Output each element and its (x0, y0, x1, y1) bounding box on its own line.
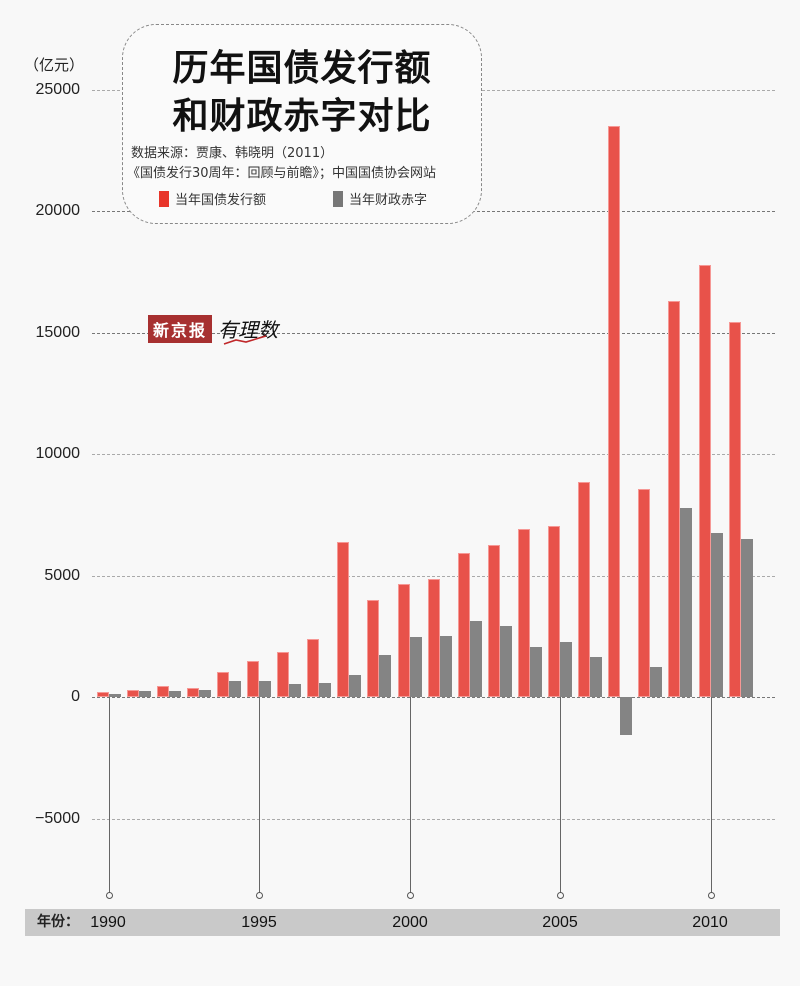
deficit-bar-1991 (138, 691, 151, 698)
deficit-bar-2011 (740, 539, 753, 698)
x-tick-stem-2010 (710, 697, 712, 893)
x-tick-2000: 2000 (392, 914, 428, 931)
issuance-bar-2002 (457, 553, 470, 698)
y-axis-unit-label: （亿元） (24, 56, 85, 74)
legend-label-deficit: 当年财政赤字 (349, 193, 428, 208)
gridline-10000 (92, 454, 775, 456)
x-tick-dot-2005 (557, 892, 564, 899)
chart-title-line-1: 历年国债发行额 (172, 48, 432, 89)
deficit-bar-1994 (228, 680, 241, 698)
y-tick-label: 0 (71, 688, 80, 706)
issuance-bar-2005 (548, 526, 560, 698)
x-tick-dot-2000 (406, 892, 414, 899)
x-tick-stem-2000 (409, 697, 411, 893)
brand-logo: 新京报 有理数 (148, 314, 279, 345)
deficit-bar-2001 (439, 636, 452, 698)
y-tick-label: −5000 (35, 809, 80, 827)
deficit-bar-2008 (650, 666, 663, 698)
deficit-bar-1996 (289, 684, 302, 698)
issuance-bar-2000 (397, 584, 410, 698)
x-tick-2005: 2005 (542, 914, 578, 931)
issuance-bar-1999 (367, 600, 380, 698)
issuance-bar-1998 (337, 542, 350, 698)
x-tick-dot-1990 (105, 892, 113, 899)
deficit-bar-1990 (108, 693, 121, 698)
y-tick-label: 15000 (35, 323, 81, 341)
x-tick-2010: 2010 (692, 914, 728, 931)
gridline-15000 (92, 332, 775, 334)
y-tick-label: 5000 (44, 566, 80, 584)
gridline-0 (92, 697, 775, 699)
issuance-bar-1992 (156, 686, 169, 698)
chart-title-line-2: 和财政赤字对比 (172, 96, 432, 137)
issuance-bar-2001 (427, 578, 440, 698)
y-tick-label: 10000 (35, 445, 81, 463)
deficit-bar-2010 (710, 532, 723, 698)
issuance-bar-2011 (728, 321, 741, 698)
issuance-bar-2003 (487, 544, 500, 698)
deficit-bar-1997 (319, 683, 332, 698)
legend-item-issuance: 当年国债发行额 (159, 189, 266, 208)
x-axis-year-bar: 年份： 1990 1995 2000 2005 2010 (25, 909, 780, 936)
newspaper-logo: 新京报 (148, 314, 213, 343)
deficit-bar-2005 (560, 641, 572, 698)
deficit-bar-1998 (349, 674, 362, 698)
deficit-bar-2006 (590, 656, 603, 698)
x-tick-stem-1990 (108, 697, 110, 893)
issuance-bar-1997 (307, 638, 320, 698)
issuance-bar-2009 (668, 301, 681, 698)
issuance-bar-1996 (277, 652, 290, 698)
issuance-bar-2010 (698, 264, 711, 698)
column-logo-text: 有理数 (218, 318, 279, 342)
x-tick-1995: 1995 (241, 914, 277, 931)
issuance-bar-2004 (517, 529, 530, 698)
x-tick-1990: 1990 (90, 914, 126, 931)
deficit-bar-2000 (409, 636, 422, 698)
deficit-bar-1995 (259, 681, 271, 698)
source-line-1: 数据来源：贾康、韩晓明（2011） (131, 146, 334, 161)
gridline-5000 (92, 575, 775, 577)
title-box: 历年国债发行额 和财政赤字对比 数据来源：贾康、韩晓明（2011） 《国债发行3… (122, 24, 482, 224)
x-tick-stem-1995 (259, 697, 260, 893)
x-axis-label: 年份： (37, 914, 79, 930)
y-tick-label: 20000 (35, 202, 81, 220)
issuance-bar-1994 (216, 672, 229, 698)
issuance-bar-1991 (126, 690, 139, 698)
x-tick-dot-2010 (707, 892, 715, 899)
legend-label-issuance: 当年国债发行额 (175, 193, 267, 208)
deficit-bar-1999 (379, 655, 392, 698)
column-logo: 有理数 (218, 314, 279, 345)
deficit-bar-1992 (168, 690, 181, 698)
issuance-bar-2008 (638, 489, 651, 698)
deficit-bar-2003 (499, 626, 512, 698)
legend-swatch-red (159, 190, 169, 207)
deficit-bar-1993 (198, 690, 211, 698)
legend-item-deficit: 当年财政赤字 (333, 189, 427, 208)
deficit-bar-2004 (529, 646, 542, 698)
deficit-bar-2009 (680, 507, 693, 698)
trend-arrow-icon (223, 335, 267, 345)
issuance-bar-1995 (247, 661, 259, 698)
deficit-bar-2002 (469, 620, 482, 698)
issuance-bar-2007 (608, 126, 621, 698)
source-line-2: 《国债发行30周年：回顾与前瞻》；中国国债协会网站 (127, 166, 437, 181)
gridline--5000 (92, 818, 775, 820)
legend-swatch-gray (333, 190, 343, 207)
issuance-bar-2006 (578, 481, 591, 698)
x-tick-stem-2005 (560, 697, 561, 893)
x-tick-dot-1995 (256, 892, 263, 899)
issuance-bar-1993 (186, 688, 199, 698)
y-tick-label: 25000 (35, 81, 81, 98)
deficit-bar-2007 (620, 697, 633, 735)
issuance-bar-1990 (96, 692, 109, 698)
